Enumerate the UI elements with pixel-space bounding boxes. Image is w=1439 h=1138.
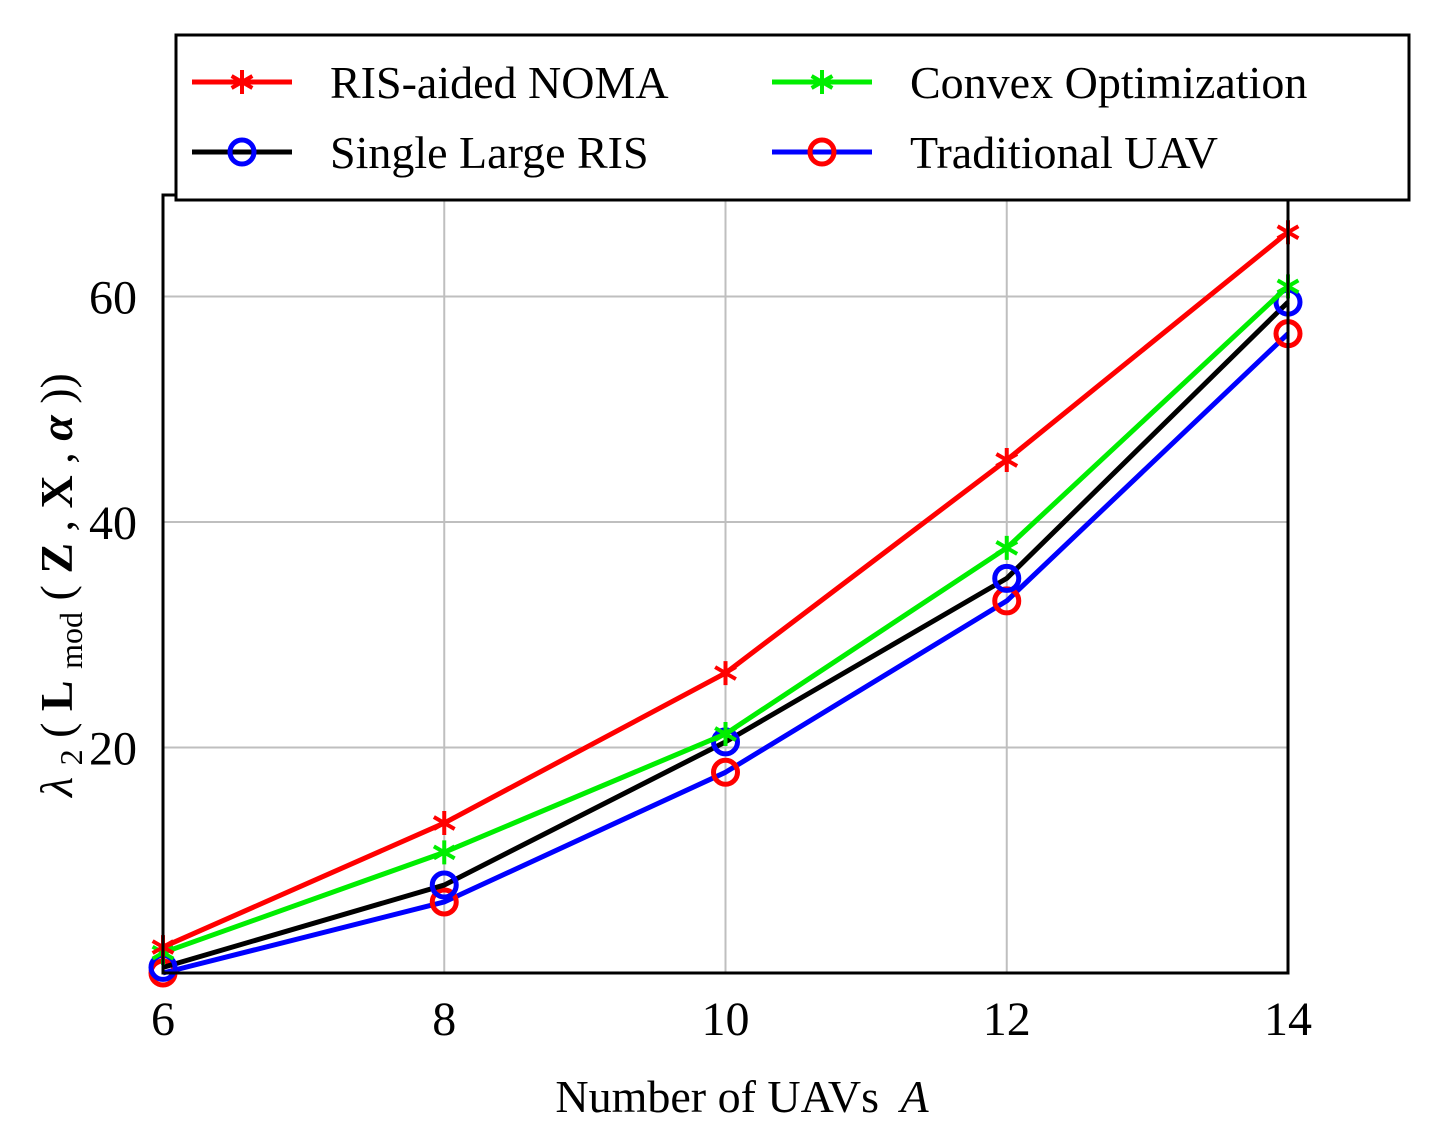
data-point-ris-aided-noma: [714, 661, 737, 686]
legend: RIS-aided NOMA Single Large RIS Convex Opt…: [174, 33, 1411, 202]
legend-swatch-marker: [227, 137, 257, 167]
data-point-convex-optimization: [714, 721, 737, 746]
data-point-single-large-ris: [429, 870, 459, 900]
data-point-convex-optimization: [432, 840, 456, 865]
data-point-ris-aided-noma: [432, 811, 456, 836]
y-tick-label: 20: [89, 722, 137, 775]
legend-entry-convex-optimization: Convex Optimization: [772, 57, 1307, 108]
y-label-alpha: α: [31, 414, 82, 441]
legend-swatch-marker: [810, 70, 834, 94]
data-point-convex-optimization: [995, 535, 1019, 560]
legend-label: RIS-aided NOMA: [330, 57, 669, 108]
x-tick-label: 8: [432, 993, 456, 1046]
data-point-traditional-uav: [711, 757, 740, 787]
y-tick-labels: 20 40 60: [89, 271, 137, 775]
data-point-ris-aided-noma: [995, 447, 1019, 472]
y-label-X: X: [31, 475, 82, 508]
x-tick-label: 10: [702, 993, 750, 1046]
y-label-close: )): [31, 373, 82, 404]
y-label-Z: Z: [31, 543, 82, 574]
y-label-L-sub: mod: [53, 612, 89, 669]
legend-entry-ris-aided-noma: RIS-aided NOMA: [192, 57, 669, 108]
y-axis-label: λ 2 ( L mod ( Z , X , α )): [31, 373, 92, 799]
y-label-sep2: ,: [31, 441, 82, 464]
data-point-traditional-uav: [429, 887, 459, 917]
x-axis-label: Number of UAVs A: [555, 1071, 929, 1122]
legend-entries: RIS-aided NOMA Single Large RIS Convex Opt…: [192, 57, 1307, 178]
y-tick-label: 40: [89, 497, 137, 550]
legend-entry-traditional-uav: Traditional UAV: [772, 127, 1218, 178]
legend-label: Traditional UAV: [910, 127, 1218, 178]
data-point-single-large-ris: [992, 563, 1022, 593]
y-tick-label: 60: [89, 271, 137, 324]
y-label-L: L: [31, 680, 82, 711]
x-tick-label: 12: [983, 993, 1031, 1046]
series-line-traditional-uav: [162, 331, 1290, 976]
x-axis-label-variable: A: [898, 1071, 930, 1122]
legend-entry-single-large-ris: Single Large RIS: [192, 127, 649, 178]
legend-label: Single Large RIS: [330, 127, 649, 178]
x-tick-labels: 6 8 10 12 14: [151, 993, 1312, 1046]
y-label-lambda-sub: 2: [53, 749, 89, 765]
legend-label: Convex Optimization: [910, 57, 1307, 108]
legend-box: [174, 33, 1411, 202]
y-label-open: (: [31, 723, 82, 738]
y-label-sep1: ,: [31, 508, 82, 531]
y-label-lambda: λ: [31, 777, 82, 799]
x-axis-label-text: Number of UAVs: [555, 1071, 879, 1122]
x-tick-label: 14: [1264, 993, 1312, 1046]
x-tick-label: 6: [151, 993, 175, 1046]
legend-swatch-marker: [807, 137, 837, 167]
y-label-args-open: (: [31, 585, 82, 600]
legend-swatch-marker: [230, 70, 254, 94]
